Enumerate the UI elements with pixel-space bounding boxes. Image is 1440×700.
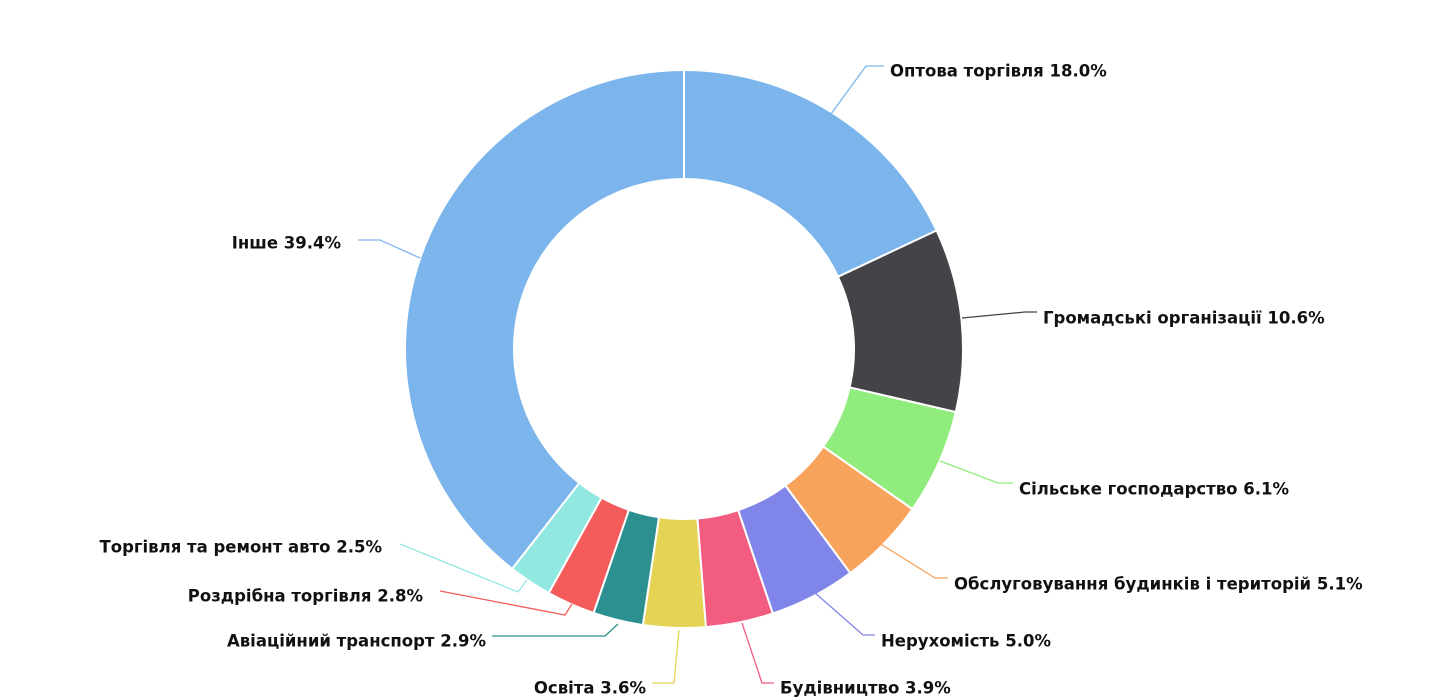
connector-7 xyxy=(492,623,619,637)
slice-label-5: Будівництво 3.9% xyxy=(780,679,951,698)
slice-label-9: Торгівля та ремонт авто 2.5% xyxy=(100,538,383,557)
connector-9 xyxy=(399,543,528,593)
slice-label-3: Обслуговування будинків і територій 5.1% xyxy=(954,575,1363,594)
connector-8 xyxy=(439,590,573,616)
connector-1 xyxy=(961,311,1037,319)
slice-label-10: Інше 39.4% xyxy=(232,234,342,253)
slice-label-4: Нерухомість 5.0% xyxy=(881,632,1051,651)
slice-label-1: Громадські організації 10.6% xyxy=(1043,309,1325,328)
slice-label-6: Освіта 3.6% xyxy=(534,679,647,698)
slice-label-8: Роздрібна торгівля 2.8% xyxy=(188,587,424,606)
slice-label-2: Сільське господарство 6.1% xyxy=(1019,480,1289,499)
connector-6 xyxy=(652,629,680,684)
slices-group xyxy=(404,68,964,629)
connector-3 xyxy=(878,542,948,579)
slice-10 xyxy=(404,68,685,571)
slice-label-0: Оптова торгівля 18.0% xyxy=(890,62,1107,81)
connector-5 xyxy=(741,622,774,684)
connector-4 xyxy=(813,591,875,636)
connector-0 xyxy=(830,65,884,115)
slice-label-7: Авіаційний транспорт 2.9% xyxy=(227,632,486,651)
labels-group: Оптова торгівля 18.0% Громадські організа… xyxy=(100,62,1364,698)
connector-2 xyxy=(939,460,1013,484)
slice-0 xyxy=(683,68,938,279)
connector-10 xyxy=(358,239,421,259)
connectors-group xyxy=(358,65,1037,684)
